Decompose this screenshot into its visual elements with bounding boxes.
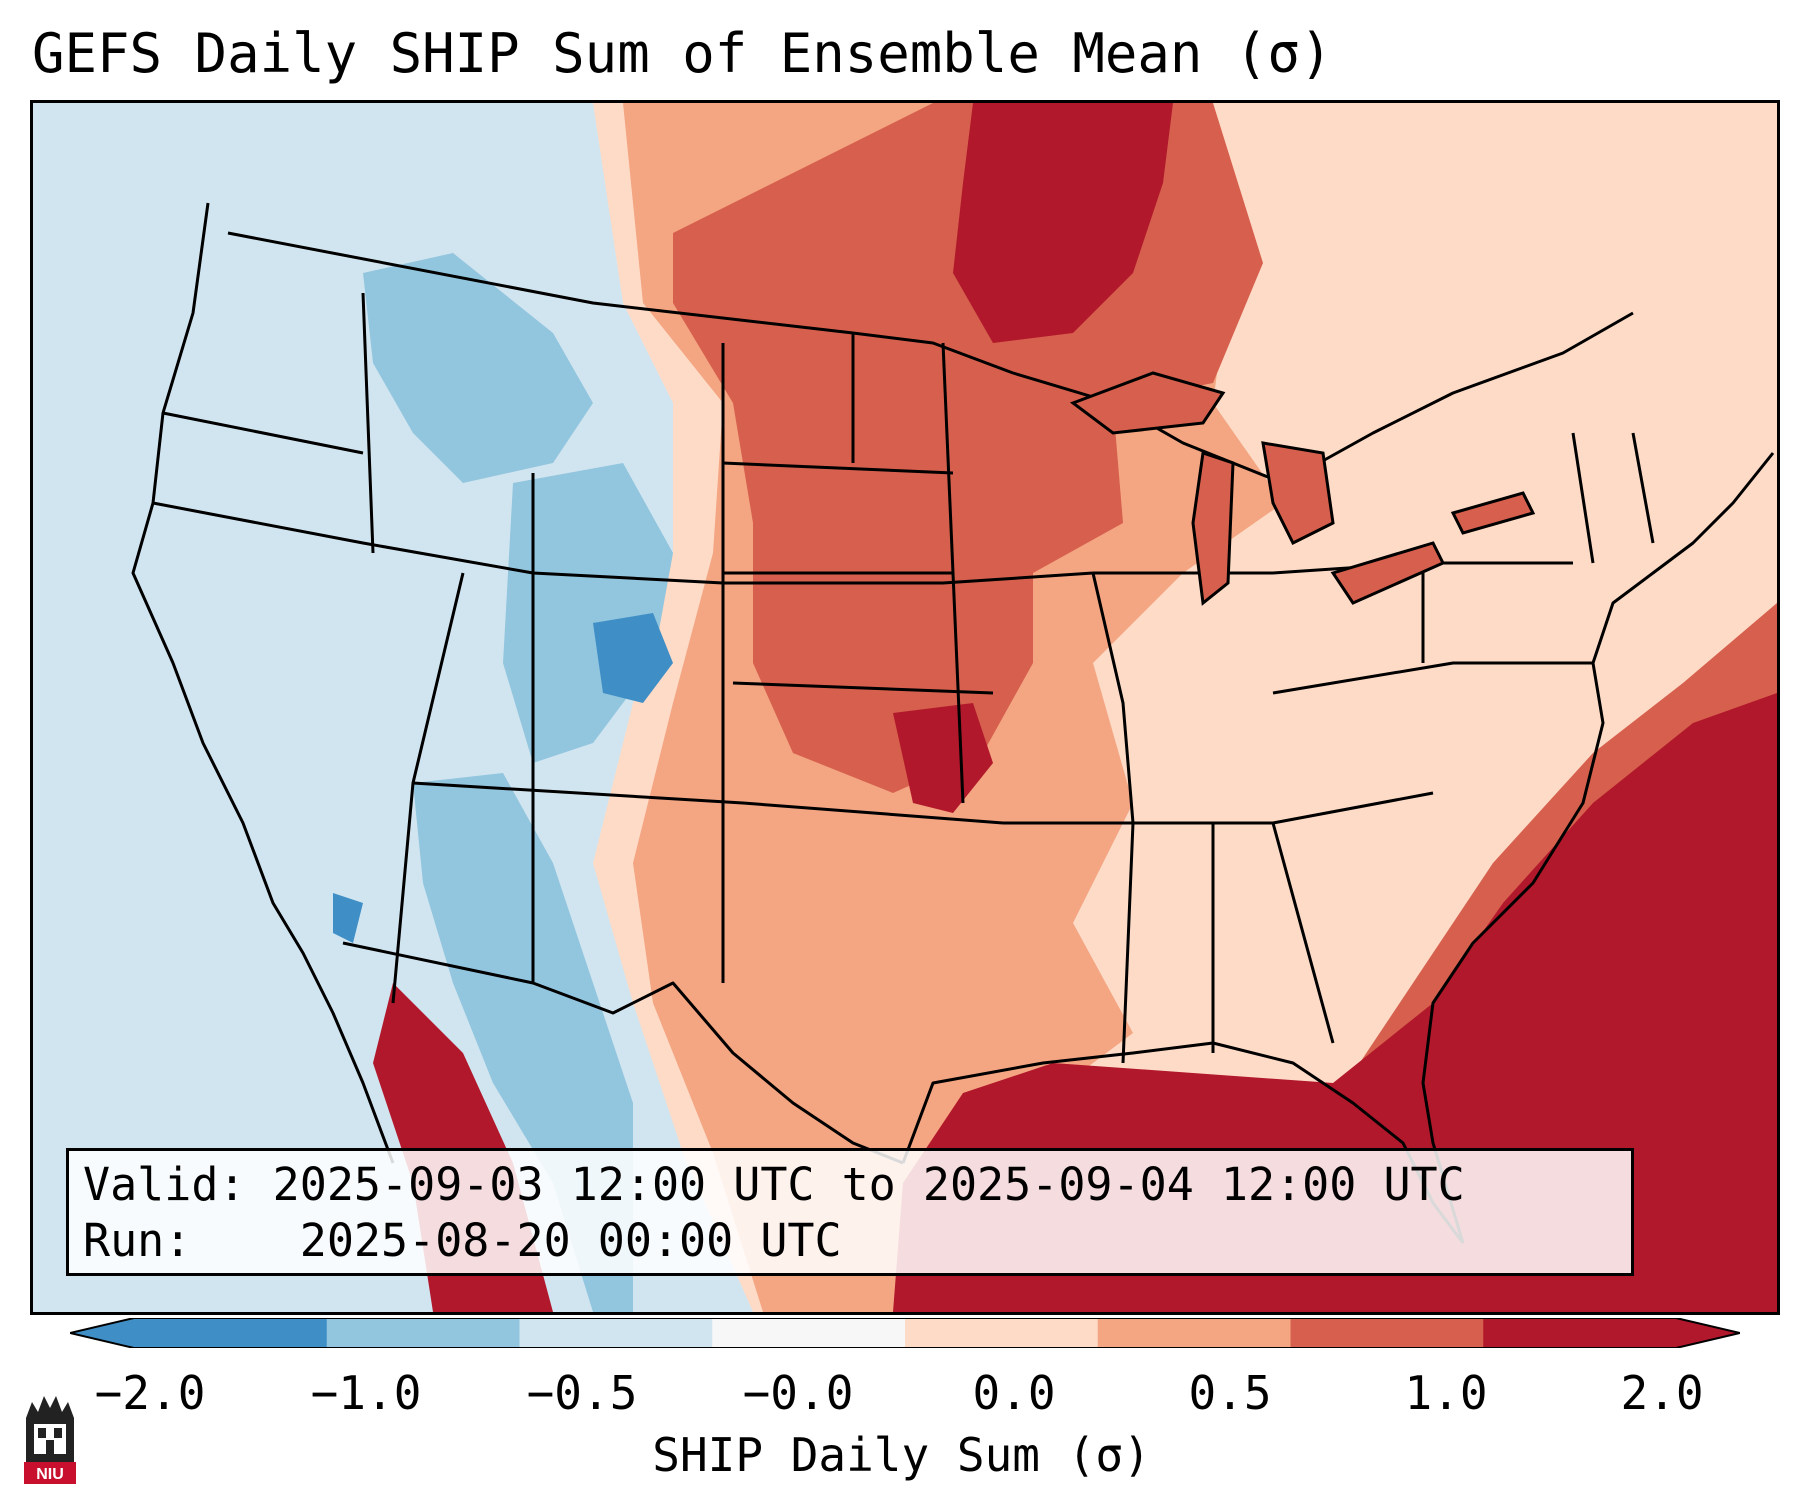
lake-michigan [1191, 451, 1235, 606]
colorbar-tick-label: −2.0 [94, 1366, 206, 1420]
state-line [1631, 432, 1655, 544]
map-panel [30, 100, 1780, 1315]
colorbar-segment [1290, 1318, 1484, 1348]
lake-huron [1261, 441, 1335, 546]
anomaly-region-deep-blue [593, 613, 673, 703]
state-line [1271, 822, 1335, 1044]
anomaly-region-dark-red-plains [893, 703, 993, 813]
lake-superior [1069, 371, 1226, 435]
colorbar [70, 1318, 1740, 1348]
colorbar-segment [905, 1318, 1099, 1348]
valid-label: Valid: [83, 1158, 246, 1211]
colorbar-segment [1483, 1318, 1677, 1348]
colorbar-tick-label: 0.0 [972, 1366, 1056, 1420]
state-line [1121, 822, 1135, 1064]
colorbar-tick-label: −1.0 [310, 1366, 422, 1420]
valid-range: 2025-09-03 12:00 UTC to 2025-09-04 12:00… [272, 1158, 1465, 1211]
anomaly-region-dark-red-north [953, 103, 1173, 343]
mexico-border [342, 941, 904, 1165]
colorbar-tick-label: 0.5 [1188, 1366, 1272, 1420]
chart-title: GEFS Daily SHIP Sum of Ensemble Mean (σ) [32, 22, 1333, 85]
valid-run-info-box: Valid: 2025-09-03 12:00 UTC to 2025-09-0… [66, 1148, 1634, 1276]
colorbar-label: SHIP Daily Sum (σ) [652, 1428, 1151, 1482]
state-line [1091, 572, 1135, 824]
state-line [162, 411, 364, 455]
colorbar-segment [1097, 1318, 1291, 1348]
state-line [1571, 432, 1595, 564]
state-line [412, 781, 1004, 825]
niu-logo: NIU [24, 1396, 76, 1484]
colorbar-segment [326, 1318, 520, 1348]
state-line [152, 501, 1094, 585]
lake-ontario [1450, 491, 1536, 535]
colorbar-segment [712, 1318, 906, 1348]
great-lakes [1069, 371, 1536, 606]
state-line [361, 292, 375, 554]
colorbar-segment [519, 1318, 713, 1348]
colorbar-segment [134, 1318, 328, 1348]
atlantic-coastline [1421, 452, 1775, 1244]
colorbar-tick-label: 1.0 [1404, 1366, 1488, 1420]
anomaly-map [33, 103, 1777, 1312]
colorbar-extend-high [1676, 1318, 1740, 1348]
colorbar-tick-label: −0.0 [742, 1366, 854, 1420]
state-line [732, 681, 994, 695]
colorbar-tick-label: −0.5 [526, 1366, 638, 1420]
state-line [1272, 661, 1593, 695]
anomaly-region-deep-blue-baja [333, 893, 363, 943]
run-time: 2025-08-20 00:00 UTC [299, 1214, 842, 1267]
colorbar-extend-low [70, 1318, 134, 1348]
anomaly-region-mid-blue-northwest [363, 253, 593, 483]
run-label: Run: [83, 1214, 192, 1267]
colorbar-tick-label: 2.0 [1620, 1366, 1704, 1420]
lake-erie [1330, 541, 1446, 605]
state-line [722, 461, 954, 475]
logo-text: NIU [36, 1466, 64, 1483]
